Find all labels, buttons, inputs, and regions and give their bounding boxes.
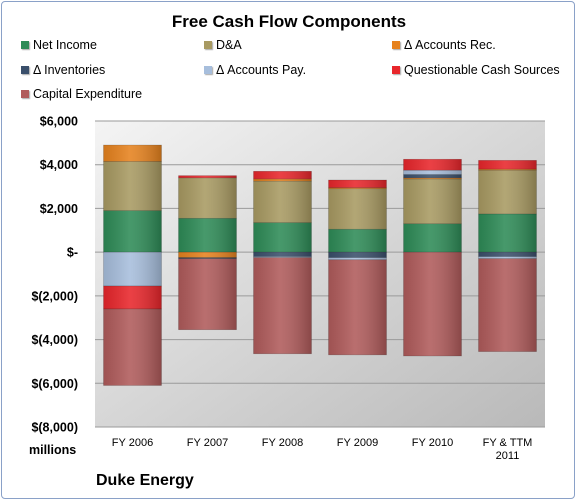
- x-tick-label: FY 2009: [337, 437, 378, 449]
- bar-segment: [178, 217, 237, 253]
- bar-segment: [478, 213, 537, 253]
- legend-item-net-income: Net Income: [21, 38, 97, 52]
- legend-label: Questionable Cash Sources: [404, 63, 560, 77]
- legend-swatch: [21, 41, 29, 49]
- bar-segment: [253, 251, 312, 257]
- bar-segment: [253, 257, 312, 355]
- legend-swatch: [21, 90, 29, 98]
- bar-segment: [178, 251, 237, 258]
- y-tick-label: $4,000: [40, 158, 78, 172]
- legend-swatch: [204, 66, 212, 74]
- bar-segment: [328, 251, 387, 258]
- x-tick-label: FY 2010: [412, 437, 453, 449]
- legend-swatch: [392, 66, 400, 74]
- bar-segment: [328, 188, 387, 230]
- legend-swatch: [204, 41, 212, 49]
- bar-segment: [103, 285, 162, 310]
- bar-segment: [103, 144, 162, 162]
- bar-segment: [328, 179, 387, 188]
- y-tick-label: $(6,000): [31, 377, 78, 391]
- plot-area: [95, 121, 545, 427]
- bar-segment: [328, 228, 387, 253]
- legend-item-inventories: Δ Inventories: [21, 63, 105, 77]
- y-tick-label: $(4,000): [31, 333, 78, 347]
- legend-swatch: [21, 66, 29, 74]
- legend-item-questionable-cash-sources: Questionable Cash Sources: [392, 63, 560, 77]
- bar-segment: [253, 178, 312, 182]
- company-label: Duke Energy: [96, 472, 194, 489]
- bar-segment: [403, 174, 462, 179]
- legend-item-capital-expenditure: Capital Expenditure: [21, 87, 142, 101]
- bar-segment: [178, 258, 237, 331]
- bar-segment: [178, 175, 237, 179]
- bar-segment: [403, 223, 462, 253]
- x-tick-label: FY 2006: [112, 437, 153, 449]
- bar-segment: [328, 259, 387, 356]
- legend-swatch: [392, 41, 400, 49]
- legend-label: Capital Expenditure: [33, 87, 143, 101]
- y-tick-label: $-: [67, 246, 78, 260]
- y-tick-label: $(8,000): [31, 421, 78, 435]
- bar-segment: [403, 169, 462, 175]
- legend-item-accounts-pay: Δ Accounts Pay.: [204, 63, 306, 77]
- bar-segment: [403, 251, 462, 357]
- legend-label: Δ Inventories: [33, 63, 106, 77]
- bar-segment: [253, 180, 312, 223]
- bar-segment: [253, 170, 312, 180]
- bar-segment: [478, 169, 537, 215]
- bar-segment: [478, 256, 537, 259]
- legend-label: Δ Accounts Rec.: [404, 38, 496, 52]
- y-tick-label: $6,000: [40, 115, 78, 129]
- legend-item-accounts-rec: Δ Accounts Rec.: [392, 38, 496, 52]
- y-tick-label: $2,000: [40, 202, 78, 216]
- bar-segment: [253, 222, 312, 253]
- bar-segment: [478, 160, 537, 170]
- x-tick-label: FY 2008: [262, 437, 303, 449]
- legend-label: Δ Accounts Pay.: [216, 63, 307, 77]
- units-label: millions: [29, 443, 77, 457]
- bar-segment: [103, 251, 162, 287]
- legend-label: Net Income: [33, 38, 97, 52]
- bar-segment: [178, 177, 237, 219]
- bar-segment: [328, 257, 387, 261]
- bar-segment: [403, 178, 462, 225]
- legend-label: D&A: [216, 38, 242, 52]
- bar-segment: [403, 158, 462, 171]
- legend-item-d-and-a: D&A: [204, 38, 242, 52]
- x-tick-label: FY 2007: [187, 437, 228, 449]
- bar-segment: [478, 251, 537, 257]
- bar-segment: [478, 258, 537, 352]
- bar-segment: [103, 308, 162, 386]
- chart-title: Free Cash Flow Components: [171, 12, 407, 31]
- bar-segment: [103, 161, 162, 211]
- bar-segment: [103, 210, 162, 253]
- x-tick-label: FY & TTM 2011: [483, 437, 533, 462]
- y-tick-label: $(2,000): [31, 289, 78, 303]
